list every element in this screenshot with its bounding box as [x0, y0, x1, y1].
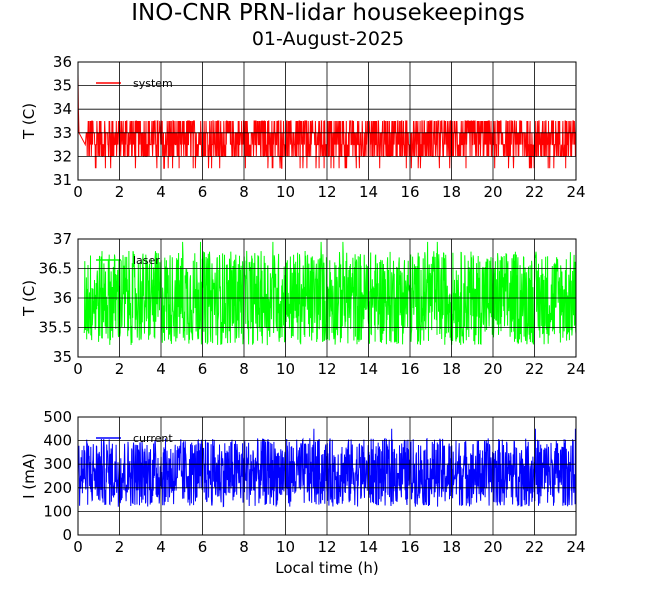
legend-label: system: [133, 77, 173, 90]
y-axis-label: I (mA): [20, 453, 38, 499]
series-line-laser: [83, 241, 576, 346]
x-tick-label: 8: [239, 183, 249, 201]
x-tick-label: 18: [442, 360, 461, 378]
x-tick-label: 0: [73, 360, 83, 378]
x-tick-label: 4: [156, 183, 166, 201]
legend-current: current: [96, 432, 173, 445]
x-tick-label: 24: [566, 360, 585, 378]
y-tick-label: 300: [43, 455, 72, 473]
x-tick-label: 12: [317, 183, 336, 201]
x-tick-label: 24: [566, 538, 585, 556]
x-tick-label: 4: [156, 538, 166, 556]
x-tick-label: 12: [317, 360, 336, 378]
x-tick-label: 2: [115, 360, 125, 378]
y-tick-label: 36: [53, 289, 72, 307]
legend-laser: laser: [96, 254, 160, 267]
x-tick-label: 24: [566, 183, 585, 201]
x-tick-label: 22: [525, 360, 544, 378]
y-tick-label: 33: [53, 124, 72, 142]
x-tick-label: 16: [400, 360, 419, 378]
x-tick-label: 20: [483, 360, 502, 378]
x-tick-label: 10: [276, 538, 295, 556]
y-tick-label: 500: [43, 408, 72, 426]
series-line-system: [78, 73, 576, 169]
x-tick-label: 10: [276, 360, 295, 378]
plot-frame: [77, 61, 577, 181]
x-tick-label: 8: [239, 538, 249, 556]
y-axis-label: T (C): [20, 103, 38, 140]
y-tick-label: 100: [43, 502, 72, 520]
y-tick-label: 32: [53, 147, 72, 165]
x-tick-label: 22: [525, 538, 544, 556]
x-tick-label: 6: [198, 538, 208, 556]
legend-label: laser: [133, 254, 160, 267]
x-tick-label: 14: [359, 360, 378, 378]
figure-title: INO-CNR PRN-lidar housekeepings: [131, 0, 525, 26]
legend-label: current: [133, 432, 173, 445]
x-tick-label: 22: [525, 183, 544, 201]
x-tick-label: 6: [198, 360, 208, 378]
x-tick-label: 4: [156, 360, 166, 378]
x-tick-label: 2: [115, 538, 125, 556]
y-tick-label: 400: [43, 432, 72, 450]
x-tick-label: 14: [359, 538, 378, 556]
x-tick-label: 8: [239, 360, 249, 378]
y-tick-label: 37: [53, 230, 72, 248]
x-tick-label: 18: [442, 183, 461, 201]
x-tick-label: 16: [400, 538, 419, 556]
x-tick-label: 12: [317, 538, 336, 556]
x-tick-label: 6: [198, 183, 208, 201]
y-tick-label: 34: [53, 100, 72, 118]
y-tick-label: 35: [53, 348, 72, 366]
x-tick-label: 0: [73, 183, 83, 201]
y-tick-label: 36.5: [39, 260, 72, 278]
x-axis-label: Local time (h): [275, 559, 379, 577]
x-tick-label: 18: [442, 538, 461, 556]
x-tick-label: 10: [276, 183, 295, 201]
legend-system: system: [96, 77, 173, 90]
plot-frame: [77, 416, 577, 536]
plot-frame: [77, 238, 577, 358]
x-tick-label: 2: [115, 183, 125, 201]
y-axis-label: T (C): [20, 280, 38, 317]
y-tick-label: 36: [53, 53, 72, 71]
y-tick-label: 0: [62, 526, 72, 544]
x-tick-label: 16: [400, 183, 419, 201]
y-tick-label: 200: [43, 479, 72, 497]
y-tick-label: 35: [53, 77, 72, 95]
figure-subtitle: 01-August-2025: [252, 28, 404, 50]
x-tick-label: 14: [359, 183, 378, 201]
x-tick-label: 20: [483, 538, 502, 556]
x-tick-label: 0: [73, 538, 83, 556]
x-tick-label: 20: [483, 183, 502, 201]
y-tick-label: 31: [53, 171, 72, 189]
y-tick-label: 35.5: [39, 319, 72, 337]
